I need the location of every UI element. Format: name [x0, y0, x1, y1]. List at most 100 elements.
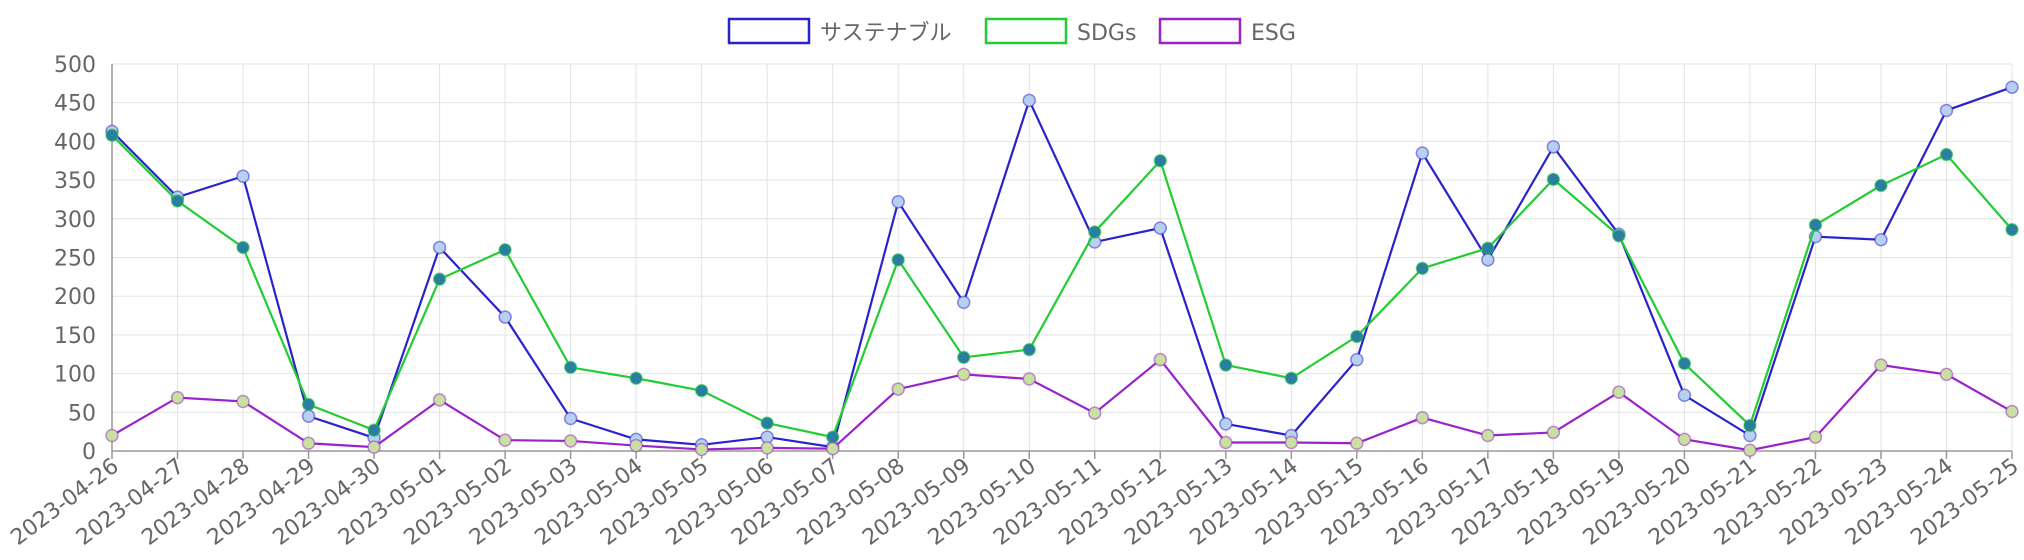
- data-point[interactable]: [1350, 352, 1364, 367]
- series-2: [105, 352, 2019, 457]
- data-point[interactable]: [1939, 147, 1954, 162]
- data-point[interactable]: [1612, 229, 1626, 243]
- data-point[interactable]: [2005, 80, 2019, 94]
- data-point[interactable]: [629, 371, 643, 385]
- data-point[interactable]: [760, 441, 774, 455]
- data-point[interactable]: [1219, 435, 1233, 450]
- data-point[interactable]: [1219, 417, 1233, 431]
- data-point[interactable]: [1088, 406, 1102, 420]
- data-point[interactable]: [1415, 261, 1430, 276]
- legend-item[interactable]: ESG: [1158, 17, 1296, 46]
- y-axis: 0 50 100 150 200 250 300 350 400 450 500: [54, 53, 2012, 465]
- data-point[interactable]: [1022, 372, 1036, 386]
- data-point[interactable]: [1284, 435, 1299, 450]
- data-point[interactable]: [498, 433, 512, 447]
- data-point[interactable]: [236, 394, 250, 409]
- legend-label: SDGs: [1077, 21, 1136, 46]
- y-tick-label: 50: [68, 401, 96, 426]
- data-point[interactable]: [2005, 404, 2019, 419]
- data-point[interactable]: [1481, 241, 1495, 255]
- legend-label: ESG: [1251, 21, 1296, 46]
- data-point[interactable]: [891, 253, 905, 267]
- data-point[interactable]: [301, 436, 316, 451]
- data-point[interactable]: [1677, 388, 1692, 403]
- data-point[interactable]: [1415, 410, 1430, 425]
- data-point[interactable]: [236, 240, 250, 255]
- data-point[interactable]: [563, 434, 578, 448]
- data-point[interactable]: [432, 240, 447, 255]
- series-1: [105, 128, 2019, 444]
- data-point[interactable]: [1743, 443, 1757, 457]
- data-point[interactable]: [1350, 329, 1364, 344]
- legend-swatch: [1158, 17, 1242, 45]
- data-point[interactable]: [1415, 146, 1430, 160]
- data-point[interactable]: [825, 430, 840, 444]
- series-line: [111, 86, 2013, 449]
- data-point[interactable]: [170, 390, 185, 405]
- data-point[interactable]: [563, 360, 578, 375]
- data-point[interactable]: [236, 169, 250, 183]
- data-point[interactable]: [956, 295, 971, 310]
- y-tick-label: 150: [54, 324, 96, 349]
- data-point[interactable]: [1743, 418, 1757, 433]
- data-point[interactable]: [694, 442, 709, 457]
- data-point[interactable]: [825, 441, 840, 456]
- y-tick-label: 400: [54, 130, 96, 155]
- data-point[interactable]: [694, 383, 709, 398]
- data-point[interactable]: [1481, 428, 1495, 443]
- data-point[interactable]: [1677, 432, 1692, 447]
- data-point[interactable]: [891, 382, 905, 396]
- data-point[interactable]: [1284, 371, 1299, 385]
- data-point[interactable]: [1939, 367, 1954, 382]
- legend-item[interactable]: サステナブル: [727, 17, 952, 46]
- data-point[interactable]: [1939, 103, 1954, 118]
- data-point[interactable]: [301, 397, 316, 412]
- y-tick-label: 100: [54, 363, 96, 388]
- data-point[interactable]: [1808, 430, 1823, 444]
- data-point[interactable]: [170, 194, 185, 208]
- series-0: [105, 80, 2019, 454]
- data-point[interactable]: [1481, 253, 1495, 267]
- data-point[interactable]: [1088, 225, 1102, 239]
- data-point[interactable]: [2005, 222, 2019, 237]
- data-point[interactable]: [301, 409, 316, 423]
- data-point[interactable]: [1612, 385, 1626, 399]
- data-point[interactable]: [367, 423, 381, 437]
- data-point[interactable]: [498, 243, 512, 257]
- data-point[interactable]: [1677, 356, 1692, 371]
- data-point[interactable]: [1546, 140, 1561, 154]
- data-point[interactable]: [1153, 352, 1168, 367]
- data-point[interactable]: [760, 416, 774, 430]
- data-point[interactable]: [1874, 178, 1888, 193]
- legend-swatch: [727, 17, 811, 45]
- data-point[interactable]: [956, 350, 971, 365]
- legend-item[interactable]: SDGs: [984, 17, 1136, 46]
- data-point[interactable]: [1874, 232, 1888, 247]
- data-point[interactable]: [1808, 218, 1823, 232]
- data-point[interactable]: [956, 367, 971, 382]
- data-point[interactable]: [432, 272, 447, 286]
- data-point[interactable]: [1153, 221, 1168, 235]
- data-point[interactable]: [1022, 93, 1036, 108]
- data-point[interactable]: [498, 310, 512, 324]
- data-point[interactable]: [1874, 358, 1888, 372]
- data-point[interactable]: [105, 128, 119, 142]
- grid-lines: [111, 63, 2013, 452]
- data-point[interactable]: [367, 440, 381, 454]
- y-tick-label: 500: [54, 53, 96, 78]
- data-point[interactable]: [1350, 436, 1364, 451]
- data-point[interactable]: [105, 428, 119, 443]
- data-point[interactable]: [1546, 172, 1561, 187]
- y-tick-label: 300: [54, 208, 96, 233]
- data-point[interactable]: [891, 195, 905, 209]
- x-axis: 2023-04-262023-04-272023-04-282023-04-29…: [6, 451, 2024, 551]
- data-point[interactable]: [629, 438, 643, 453]
- series-group: [105, 80, 2019, 457]
- data-point[interactable]: [1546, 425, 1561, 440]
- data-point[interactable]: [563, 411, 578, 426]
- data-point[interactable]: [1219, 358, 1233, 372]
- data-point[interactable]: [1153, 154, 1168, 168]
- y-tick-label: 250: [54, 247, 96, 272]
- data-point[interactable]: [432, 393, 447, 407]
- data-point[interactable]: [1022, 342, 1036, 357]
